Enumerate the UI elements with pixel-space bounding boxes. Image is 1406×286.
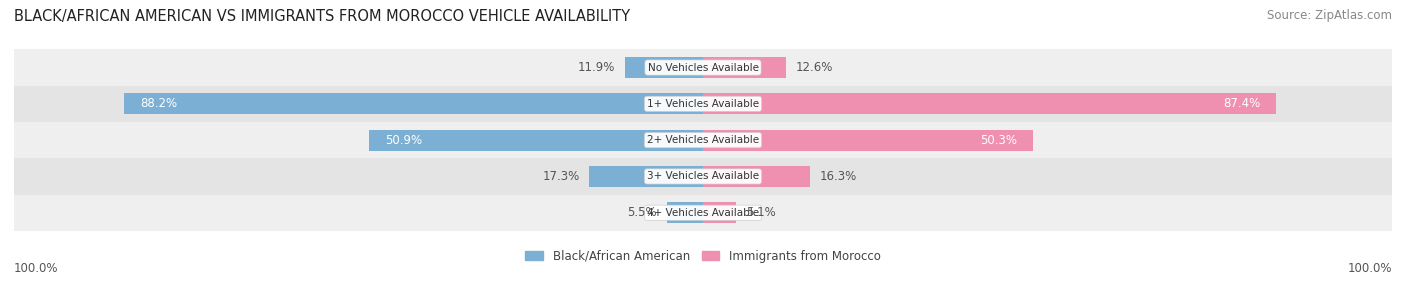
Bar — [14, 122, 1392, 158]
Bar — [624, 57, 703, 78]
Text: 100.0%: 100.0% — [14, 262, 59, 275]
Text: 87.4%: 87.4% — [1223, 97, 1260, 110]
Text: 88.2%: 88.2% — [141, 97, 177, 110]
Bar — [703, 202, 737, 223]
Text: No Vehicles Available: No Vehicles Available — [648, 63, 758, 73]
Text: 100.0%: 100.0% — [1347, 262, 1392, 275]
Text: 4+ Vehicles Available: 4+ Vehicles Available — [647, 208, 759, 218]
Bar — [703, 93, 1277, 114]
Bar — [14, 158, 1392, 194]
Text: 16.3%: 16.3% — [820, 170, 858, 183]
Text: 1+ Vehicles Available: 1+ Vehicles Available — [647, 99, 759, 109]
Text: 50.9%: 50.9% — [385, 134, 423, 147]
Bar — [703, 166, 810, 187]
Text: 11.9%: 11.9% — [578, 61, 614, 74]
Bar — [666, 202, 703, 223]
Text: 3+ Vehicles Available: 3+ Vehicles Available — [647, 171, 759, 181]
Bar — [368, 130, 703, 151]
Bar — [703, 130, 1033, 151]
Bar — [703, 57, 786, 78]
Bar — [589, 166, 703, 187]
Bar — [124, 93, 703, 114]
Text: 12.6%: 12.6% — [796, 61, 832, 74]
Text: 2+ Vehicles Available: 2+ Vehicles Available — [647, 135, 759, 145]
Text: 5.5%: 5.5% — [627, 206, 657, 219]
Text: Source: ZipAtlas.com: Source: ZipAtlas.com — [1267, 9, 1392, 21]
Bar — [14, 86, 1392, 122]
Bar — [14, 194, 1392, 231]
Text: 50.3%: 50.3% — [980, 134, 1017, 147]
Legend: Black/African American, Immigrants from Morocco: Black/African American, Immigrants from … — [526, 250, 880, 263]
Text: 5.1%: 5.1% — [747, 206, 776, 219]
Bar — [14, 49, 1392, 86]
Text: BLACK/AFRICAN AMERICAN VS IMMIGRANTS FROM MOROCCO VEHICLE AVAILABILITY: BLACK/AFRICAN AMERICAN VS IMMIGRANTS FRO… — [14, 9, 630, 23]
Text: 17.3%: 17.3% — [543, 170, 579, 183]
